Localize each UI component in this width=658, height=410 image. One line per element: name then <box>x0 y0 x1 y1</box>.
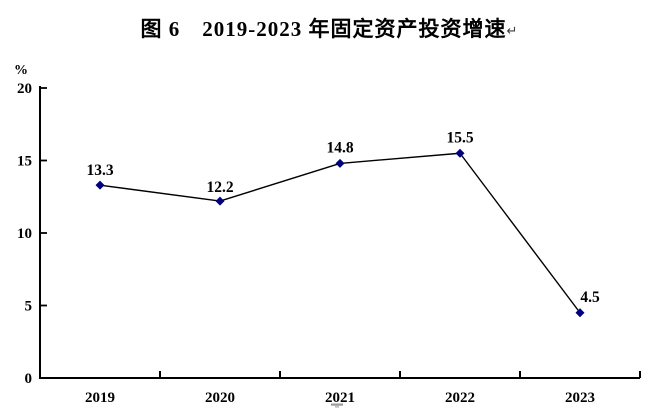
data-point-label: 15.5 <box>446 129 473 146</box>
y-axis-tick-label: 10 <box>17 226 32 242</box>
data-point-label: 12.2 <box>206 179 233 196</box>
data-point-marker <box>95 180 105 190</box>
paragraph-return-mark-icon: ↵ <box>506 23 518 38</box>
y-axis-tick-label: 5 <box>25 299 33 315</box>
y-axis-unit-label: % <box>14 63 28 78</box>
chart-title-text: 图 6 2019-2023 年固定资产投资增速 <box>140 17 507 41</box>
page-break-artifact <box>331 403 343 406</box>
x-axis-tick-label: 2022 <box>445 390 475 406</box>
x-axis-tick-label: 2020 <box>205 390 235 406</box>
data-point-marker <box>215 196 225 206</box>
data-point-marker <box>335 158 345 168</box>
data-point-label: 13.3 <box>86 162 113 179</box>
y-axis-tick-label: 15 <box>17 154 32 170</box>
x-axis-tick-label: 2021 <box>325 390 355 406</box>
x-axis-tick-label: 2019 <box>85 390 115 406</box>
data-line <box>99 152 581 314</box>
chart-title: 图 6 2019-2023 年固定资产投资增速↵ <box>0 13 658 43</box>
y-axis-tick-label: 0 <box>25 371 33 387</box>
y-axis-tick-label: 20 <box>17 81 32 97</box>
page-break-artifact-stem <box>335 405 339 408</box>
data-point-marker <box>455 148 465 158</box>
data-point-label: 14.8 <box>326 139 353 156</box>
data-point-label: 4.5 <box>580 289 600 306</box>
x-axis-tick-label: 2023 <box>565 390 595 406</box>
data-point-marker <box>575 308 585 318</box>
